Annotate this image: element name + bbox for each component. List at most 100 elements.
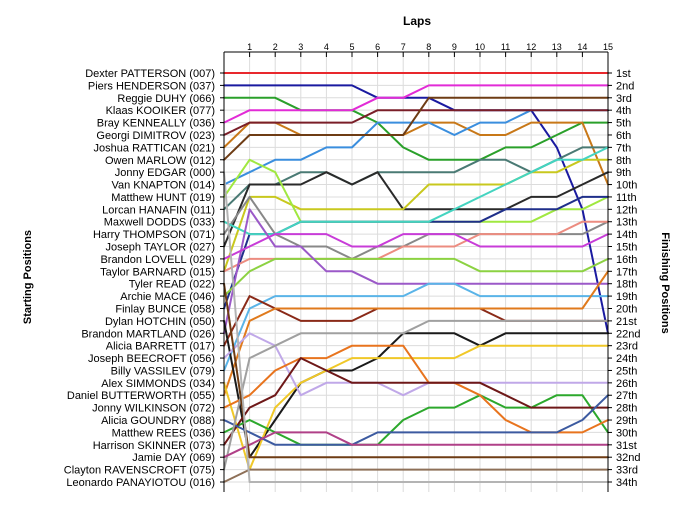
lap-tick-label: 4 — [324, 42, 329, 52]
starting-position-label: Harrison SKINNER (073) — [93, 440, 215, 452]
driver-position-line — [223, 121, 609, 186]
lap-tick-label: 3 — [298, 42, 303, 52]
starting-position-label: Alex SIMMONDS (034) — [101, 378, 215, 390]
starting-position-label: Jonny EDGAR (000) — [115, 167, 215, 179]
starting-position-label: Lorcan HANAFIN (011) — [102, 204, 215, 216]
finishing-position-label: 31st — [616, 440, 637, 452]
axes — [220, 51, 612, 492]
finishing-position-label: 30th — [616, 427, 637, 439]
driver-position-line — [223, 171, 609, 483]
finishing-position-label: 5th — [616, 118, 631, 130]
series-lines — [223, 72, 609, 483]
finishing-position-label: 33rd — [616, 465, 638, 477]
finishing-position-label: 8th — [616, 155, 631, 167]
starting-position-label: Joseph BEECROFT (056) — [88, 353, 215, 365]
finishing-position-label: 11th — [616, 192, 637, 204]
driver-position-line — [223, 332, 609, 397]
finishing-position-label: 24th — [616, 353, 637, 365]
right-axis-title: Finishing Positions — [659, 232, 671, 333]
finishing-position-label: 14th — [616, 229, 637, 241]
driver-position-line — [223, 270, 609, 397]
finishing-position-label: 19th — [616, 291, 637, 303]
finishing-position-label: 6th — [616, 130, 631, 142]
driver-position-line — [223, 84, 609, 335]
starting-position-label: Bray KENNEALLY (036) — [97, 118, 215, 130]
starting-position-label: Archie MACE (046) — [120, 291, 215, 303]
finishing-position-label: 32nd — [616, 452, 640, 464]
finishing-position-label: 1st — [616, 68, 631, 80]
finishing-position-label: 27th — [616, 390, 637, 402]
finishing-position-label: 21st — [616, 316, 637, 328]
finishing-position-label: 26th — [616, 378, 637, 390]
driver-position-line — [223, 96, 609, 161]
driver-position-line — [223, 319, 609, 471]
driver-position-line — [223, 257, 609, 298]
driver-position-line — [223, 431, 609, 459]
driver-position-line — [223, 468, 609, 483]
lap-tick-label: 11 — [501, 42, 510, 52]
starting-position-label: Jonny WILKINSON (072) — [92, 403, 215, 415]
driver-position-line — [223, 394, 609, 446]
starting-position-label: Joshua RATTICAN (021) — [94, 142, 215, 154]
finishing-position-label: 3rd — [616, 93, 632, 105]
starting-position-label: Owen MARLOW (012) — [105, 155, 215, 167]
finishing-position-label: 22nd — [616, 328, 640, 340]
lap-tick-label: 6 — [375, 42, 380, 52]
finishing-position-label: 4th — [616, 105, 631, 117]
finishing-position-label: 34th — [616, 477, 637, 489]
driver-position-line — [223, 84, 609, 124]
lap-tick-label: 9 — [452, 42, 457, 52]
lap-tick-label: 5 — [349, 42, 354, 52]
finishing-position-label: 2nd — [616, 80, 634, 92]
starting-position-label: Joseph TAYLOR (027) — [106, 242, 215, 254]
driver-position-line — [223, 357, 609, 446]
starting-position-label: Dexter PATTERSON (007) — [85, 68, 215, 80]
starting-position-label: Brandon MARTLAND (026) — [81, 328, 215, 340]
starting-position-label: Daniel BUTTERWORTH (055) — [67, 390, 215, 402]
driver-position-line — [223, 146, 609, 236]
lap-tick-label: 2 — [273, 42, 278, 52]
starting-position-label: Leonardo PANAYIOTOU (016) — [66, 477, 215, 489]
driver-position-line — [223, 171, 609, 248]
lap-tick-label: 15 — [603, 42, 613, 52]
finishing-position-label: 13th — [616, 217, 637, 229]
starting-position-label: Georgi DIMITROV (023) — [96, 130, 215, 142]
finishing-position-label: 16th — [616, 254, 637, 266]
finishing-position-label: 17th — [616, 266, 637, 278]
starting-position-label: Matthew REES (036) — [112, 427, 215, 439]
lap-tick-label: 1 — [247, 42, 252, 52]
finishing-position-label: 18th — [616, 279, 637, 291]
starting-position-label: Taylor BARNARD (015) — [100, 266, 215, 278]
starting-position-label: Harry THOMPSON (071) — [93, 229, 215, 241]
finishing-position-label: 25th — [616, 365, 637, 377]
driver-position-line — [223, 233, 609, 260]
x-axis-title: Laps — [403, 14, 431, 28]
starting-position-label: Brandon LOVELL (029) — [100, 254, 215, 266]
starting-position-label: Finlay BUNCE (058) — [115, 303, 215, 315]
starting-position-label: Piers HENDERSON (037) — [88, 80, 215, 92]
lap-tick-label: 10 — [475, 42, 485, 52]
lap-tick-label: 8 — [426, 42, 431, 52]
starting-position-label: Klaas KOOIKER (077) — [106, 105, 215, 117]
starting-position-label: Matthew HUNT (019) — [111, 192, 215, 204]
finishing-position-label: 9th — [616, 167, 631, 179]
finishing-position-label: 7th — [616, 142, 631, 154]
driver-position-line — [223, 208, 609, 335]
finishing-position-label: 23rd — [616, 341, 638, 353]
starting-position-label: Maxwell DODDS (033) — [104, 217, 215, 229]
finishing-position-label: 20th — [616, 303, 637, 315]
lap-tick-label: 7 — [401, 42, 406, 52]
finishing-position-label: 12th — [616, 204, 637, 216]
finishing-position-label: 10th — [616, 180, 637, 192]
starting-position-label: Alicia GOUNDRY (088) — [101, 415, 215, 427]
driver-position-line — [223, 282, 609, 372]
driver-position-line — [223, 282, 609, 459]
left-axis-title: Starting Positions — [22, 230, 34, 324]
starting-position-label: Billy VASSILEV (079) — [111, 365, 215, 377]
driver-position-line — [223, 344, 609, 471]
lap-tick-label: 13 — [552, 42, 562, 52]
starting-position-label: Jamie DAY (069) — [132, 452, 215, 464]
